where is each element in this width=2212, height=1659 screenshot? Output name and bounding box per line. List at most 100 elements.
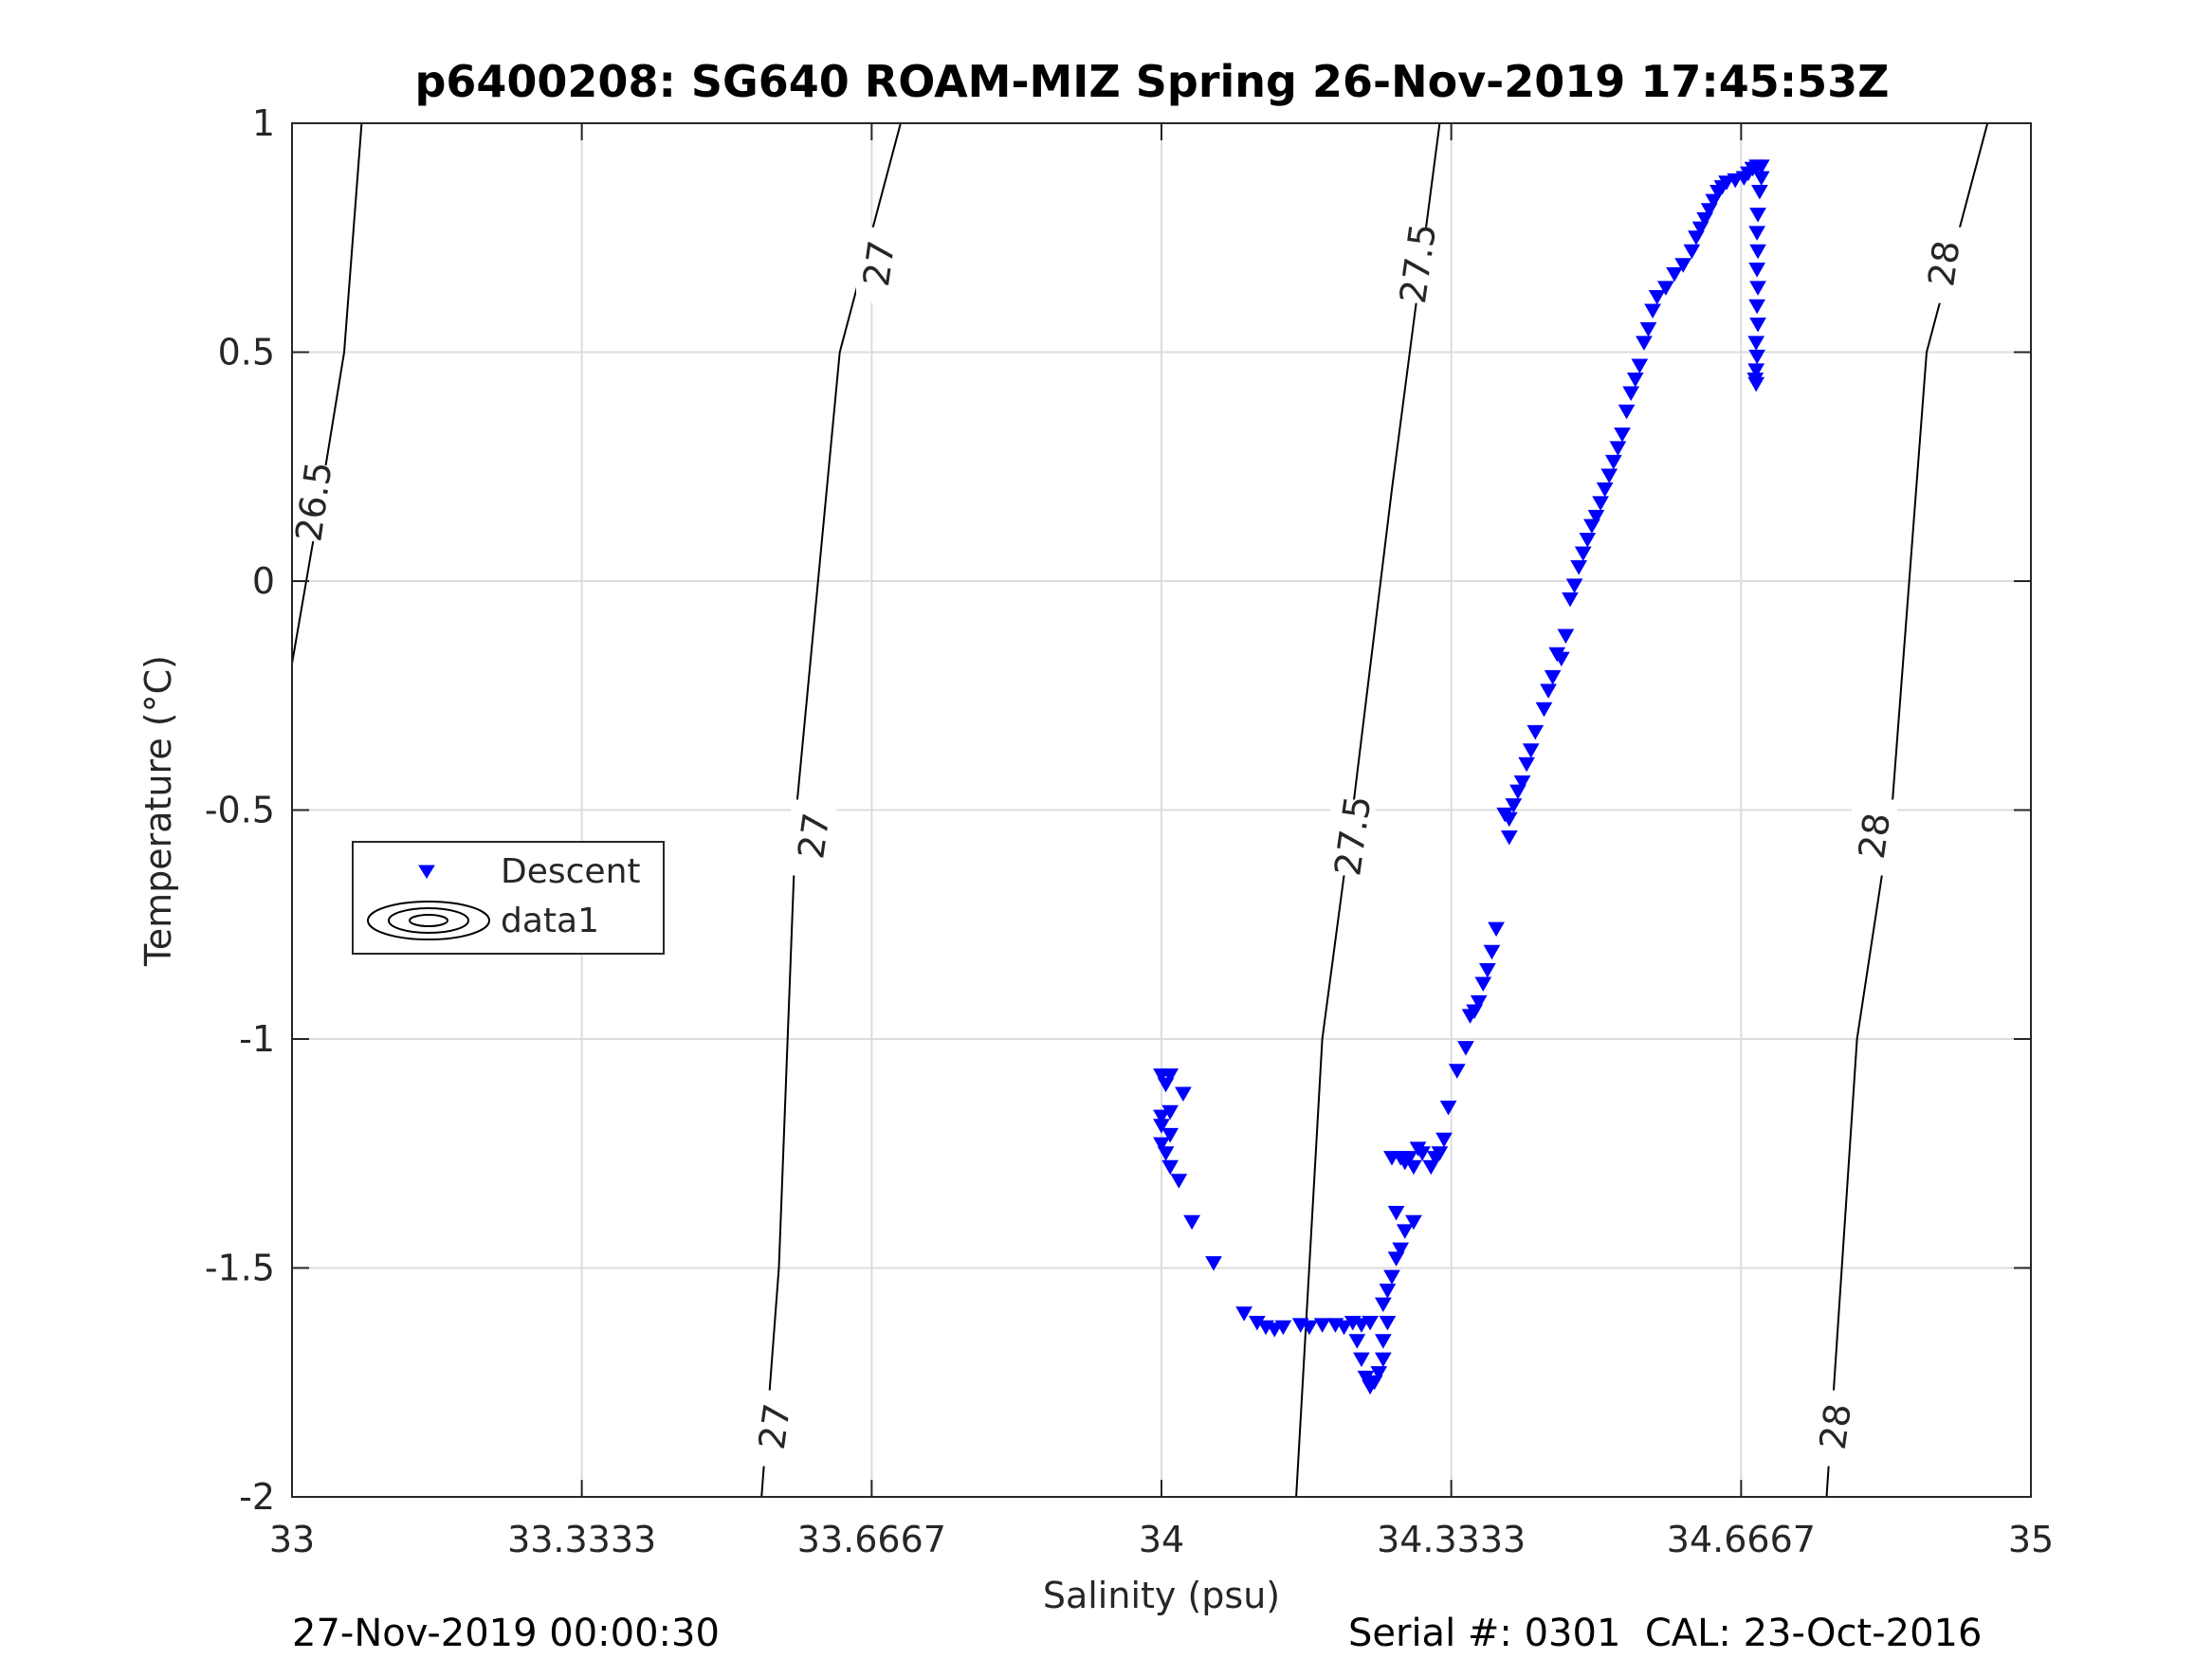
data-point: [1157, 1077, 1175, 1093]
y-tick-label: -1.5: [205, 1248, 275, 1289]
data-point: [1749, 244, 1766, 260]
data-point: [1618, 404, 1636, 420]
data-point: [1579, 533, 1597, 548]
data-point: [1683, 244, 1701, 260]
contour-label: 27: [790, 811, 837, 862]
data-point: [1183, 1214, 1200, 1231]
data-point: [1505, 798, 1523, 813]
contour-label-mask: [791, 799, 837, 876]
data-point: [1596, 482, 1614, 498]
data-point: [1752, 159, 1770, 174]
data-point: [1574, 546, 1592, 562]
data-point: [1470, 994, 1488, 1011]
y-tick-label: -2: [239, 1476, 275, 1518]
data-point: [1374, 1334, 1392, 1349]
x-tick-label: 33.3333: [507, 1519, 656, 1560]
legend-box: [352, 841, 665, 955]
data-point: [1414, 1146, 1431, 1161]
contour-label: 27: [855, 238, 903, 289]
x-tick-label: 33: [269, 1519, 315, 1560]
y-tick-label: 0: [252, 560, 275, 602]
data-point: [1747, 376, 1765, 392]
data-point: [1656, 281, 1674, 296]
data-point: [1400, 1151, 1418, 1166]
data-point: [1374, 1297, 1392, 1313]
contour-label-mask: [855, 227, 902, 303]
data-point: [1235, 1306, 1252, 1322]
data-point: [1518, 757, 1536, 773]
footer-serial-cal: Serial #: 0301 CAL: 23-Oct-2016: [1348, 1612, 1983, 1655]
data-point: [1513, 775, 1531, 791]
data-point: [1749, 318, 1766, 333]
data-point: [1431, 1146, 1449, 1161]
data-point: [1500, 830, 1518, 846]
data-point: [1535, 702, 1553, 718]
data-point: [1751, 184, 1768, 200]
data-point: [1161, 1159, 1179, 1176]
data-point: [1557, 629, 1575, 644]
data-point: [1748, 226, 1766, 241]
x-tick-label: 34: [1139, 1519, 1184, 1560]
data-point: [1448, 1064, 1466, 1079]
data-point: [1748, 299, 1766, 315]
density-contour-26.5: [291, 122, 363, 665]
footer-timestamp: 27-Nov-2019 00:00:30: [292, 1612, 720, 1655]
data-point: [1405, 1159, 1422, 1176]
legend-descent-marker: [418, 865, 435, 879]
contour-label-mask: [1395, 227, 1441, 303]
data-point: [1674, 258, 1692, 273]
data-point: [1749, 281, 1766, 296]
data-point: [1562, 592, 1579, 608]
y-tick-label: 0.5: [218, 332, 275, 374]
data-point: [1374, 1352, 1392, 1368]
data-point: [1500, 811, 1518, 828]
contour-label-mask: [751, 1390, 797, 1467]
y-tick-label: -1: [239, 1018, 275, 1060]
grid: [292, 123, 2031, 1497]
data-point: [1157, 1146, 1175, 1161]
contour-label: 28: [1920, 238, 1967, 289]
data-point: [1570, 560, 1588, 575]
data-point: [1301, 1320, 1318, 1336]
contour-label-mask: [290, 465, 337, 541]
data-point: [1392, 1242, 1410, 1258]
axis-ticks: 33 33.3333 33.6667 34 34.3333 34.6667 35 -2 -1.5…: [205, 102, 2054, 1560]
data-point: [1396, 1224, 1414, 1239]
data-point: [1153, 1109, 1170, 1125]
y-axis-label: Temperature (°C): [137, 655, 179, 967]
data-point: [1587, 509, 1605, 525]
data-point: [1379, 1315, 1397, 1331]
data-point: [1335, 1320, 1353, 1336]
contour-label-mask: [1921, 227, 1967, 303]
legend[interactable]: Descent data1: [352, 841, 665, 955]
contour-label-mask: [1812, 1390, 1858, 1467]
data-point: [1170, 1174, 1188, 1189]
data-point: [1353, 1352, 1370, 1368]
data-point: [1379, 1284, 1397, 1299]
x-tick-label: 34.3333: [1377, 1519, 1526, 1560]
data-point: [1370, 1366, 1388, 1381]
data-point: [1592, 496, 1609, 511]
data-point: [1748, 263, 1766, 278]
data-point: [1644, 303, 1661, 319]
data-point: [1175, 1086, 1192, 1102]
x-axis-label: Salinity (psu): [1043, 1575, 1280, 1616]
y-tick-label: 1: [252, 102, 275, 144]
data-point: [1483, 944, 1501, 960]
data-point: [1639, 321, 1657, 337]
data-point: [1348, 1334, 1366, 1349]
x-tick-label: 35: [2008, 1519, 2054, 1560]
chart-title: p6400208: SG640 ROAM-MIZ Spring 26-Nov-2…: [414, 56, 1889, 107]
data-point: [1153, 1137, 1170, 1153]
data-point: [1526, 724, 1545, 740]
data-point: [1749, 208, 1766, 223]
data-point: [1752, 171, 1770, 186]
contour-label: 27: [751, 1401, 798, 1452]
data-point: [1479, 963, 1496, 978]
data-point: [1383, 1269, 1400, 1285]
descent-series: [1153, 159, 1770, 1395]
data-point: [1552, 651, 1570, 667]
